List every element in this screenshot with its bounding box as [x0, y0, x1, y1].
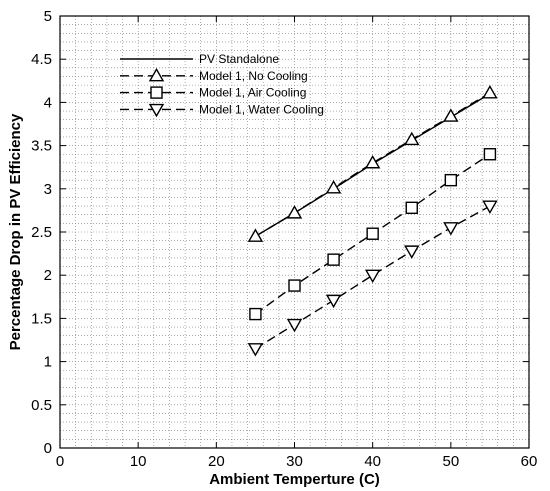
square-marker — [288, 279, 301, 292]
legend-item: Model 1, No Cooling — [120, 67, 308, 83]
x-tick-label: 40 — [364, 453, 381, 470]
y-tick-label: 5 — [44, 8, 52, 25]
y-tick-label: 0 — [44, 440, 52, 457]
x-tick-label: 10 — [130, 453, 147, 470]
y-tick-label: 1.5 — [31, 310, 52, 327]
series-2 — [249, 148, 497, 321]
triangle-down-marker — [247, 343, 264, 357]
square-marker — [327, 253, 340, 266]
y-tick-label: 3.5 — [31, 138, 52, 155]
triangle-down-marker — [404, 245, 420, 259]
legend-label: PV Standalone — [199, 52, 279, 66]
square-marker — [483, 148, 497, 161]
y-tick-label: 4.5 — [31, 51, 52, 68]
triangle-down-marker — [482, 200, 498, 214]
square-marker — [249, 307, 262, 321]
y-tick-label: 3 — [44, 181, 52, 198]
x-tick-label: 30 — [286, 453, 303, 470]
series-3 — [247, 200, 498, 357]
square-marker — [405, 201, 418, 215]
square-marker — [366, 227, 379, 240]
y-tick-label: 2 — [44, 267, 52, 284]
triangle-up-marker — [364, 154, 381, 169]
triangle-up-marker — [286, 205, 303, 219]
x-tick-label: 60 — [521, 453, 538, 470]
triangle-down-marker — [286, 318, 303, 333]
legend-item: Model 1, Water Cooling — [120, 102, 324, 118]
series-1 — [247, 84, 498, 242]
legend-square-marker — [150, 86, 163, 99]
triangle-up-marker — [247, 228, 264, 242]
triangle-up-marker — [482, 84, 498, 99]
legend-triangle-up-marker — [148, 67, 165, 82]
axis-ticks: 0 10 20 30 40 50 60 0 0.5 1 1.5 2 2.5 3 3.5 4 4.5 5 — [31, 8, 537, 470]
triangle-up-marker — [443, 108, 459, 122]
legend-label: Model 1, No Cooling — [199, 69, 308, 83]
legend-item: PV Standalone — [120, 52, 279, 66]
legend-item: Model 1, Air Cooling — [120, 86, 306, 100]
grid — [60, 16, 529, 448]
square-marker — [444, 173, 458, 187]
x-axis-label: Ambient Temperture (C) — [209, 471, 380, 488]
y-axis-label: Percentage Drop in PV Efficiency — [7, 113, 24, 350]
series-layer — [247, 84, 498, 357]
triangle-down-marker — [443, 222, 459, 236]
x-tick-label: 50 — [442, 453, 459, 470]
triangle-up-marker — [325, 180, 342, 194]
y-tick-label: 2.5 — [31, 224, 52, 241]
legend-label: Model 1, Water Cooling — [199, 102, 324, 116]
y-tick-label: 4 — [44, 94, 52, 111]
y-tick-label: 0.5 — [31, 397, 52, 414]
triangle-up-marker — [404, 131, 420, 146]
triangle-down-marker — [364, 269, 381, 284]
x-tick-label: 0 — [56, 453, 64, 470]
triangle-down-marker — [325, 294, 342, 309]
y-tick-label: 1 — [44, 354, 52, 371]
legend: PV Standalone Model 1, No Cooling Model 1,… — [120, 52, 324, 118]
x-tick-label: 20 — [208, 453, 225, 470]
legend-triangle-down-marker — [148, 103, 165, 118]
legend-label: Model 1, Air Cooling — [199, 86, 306, 100]
